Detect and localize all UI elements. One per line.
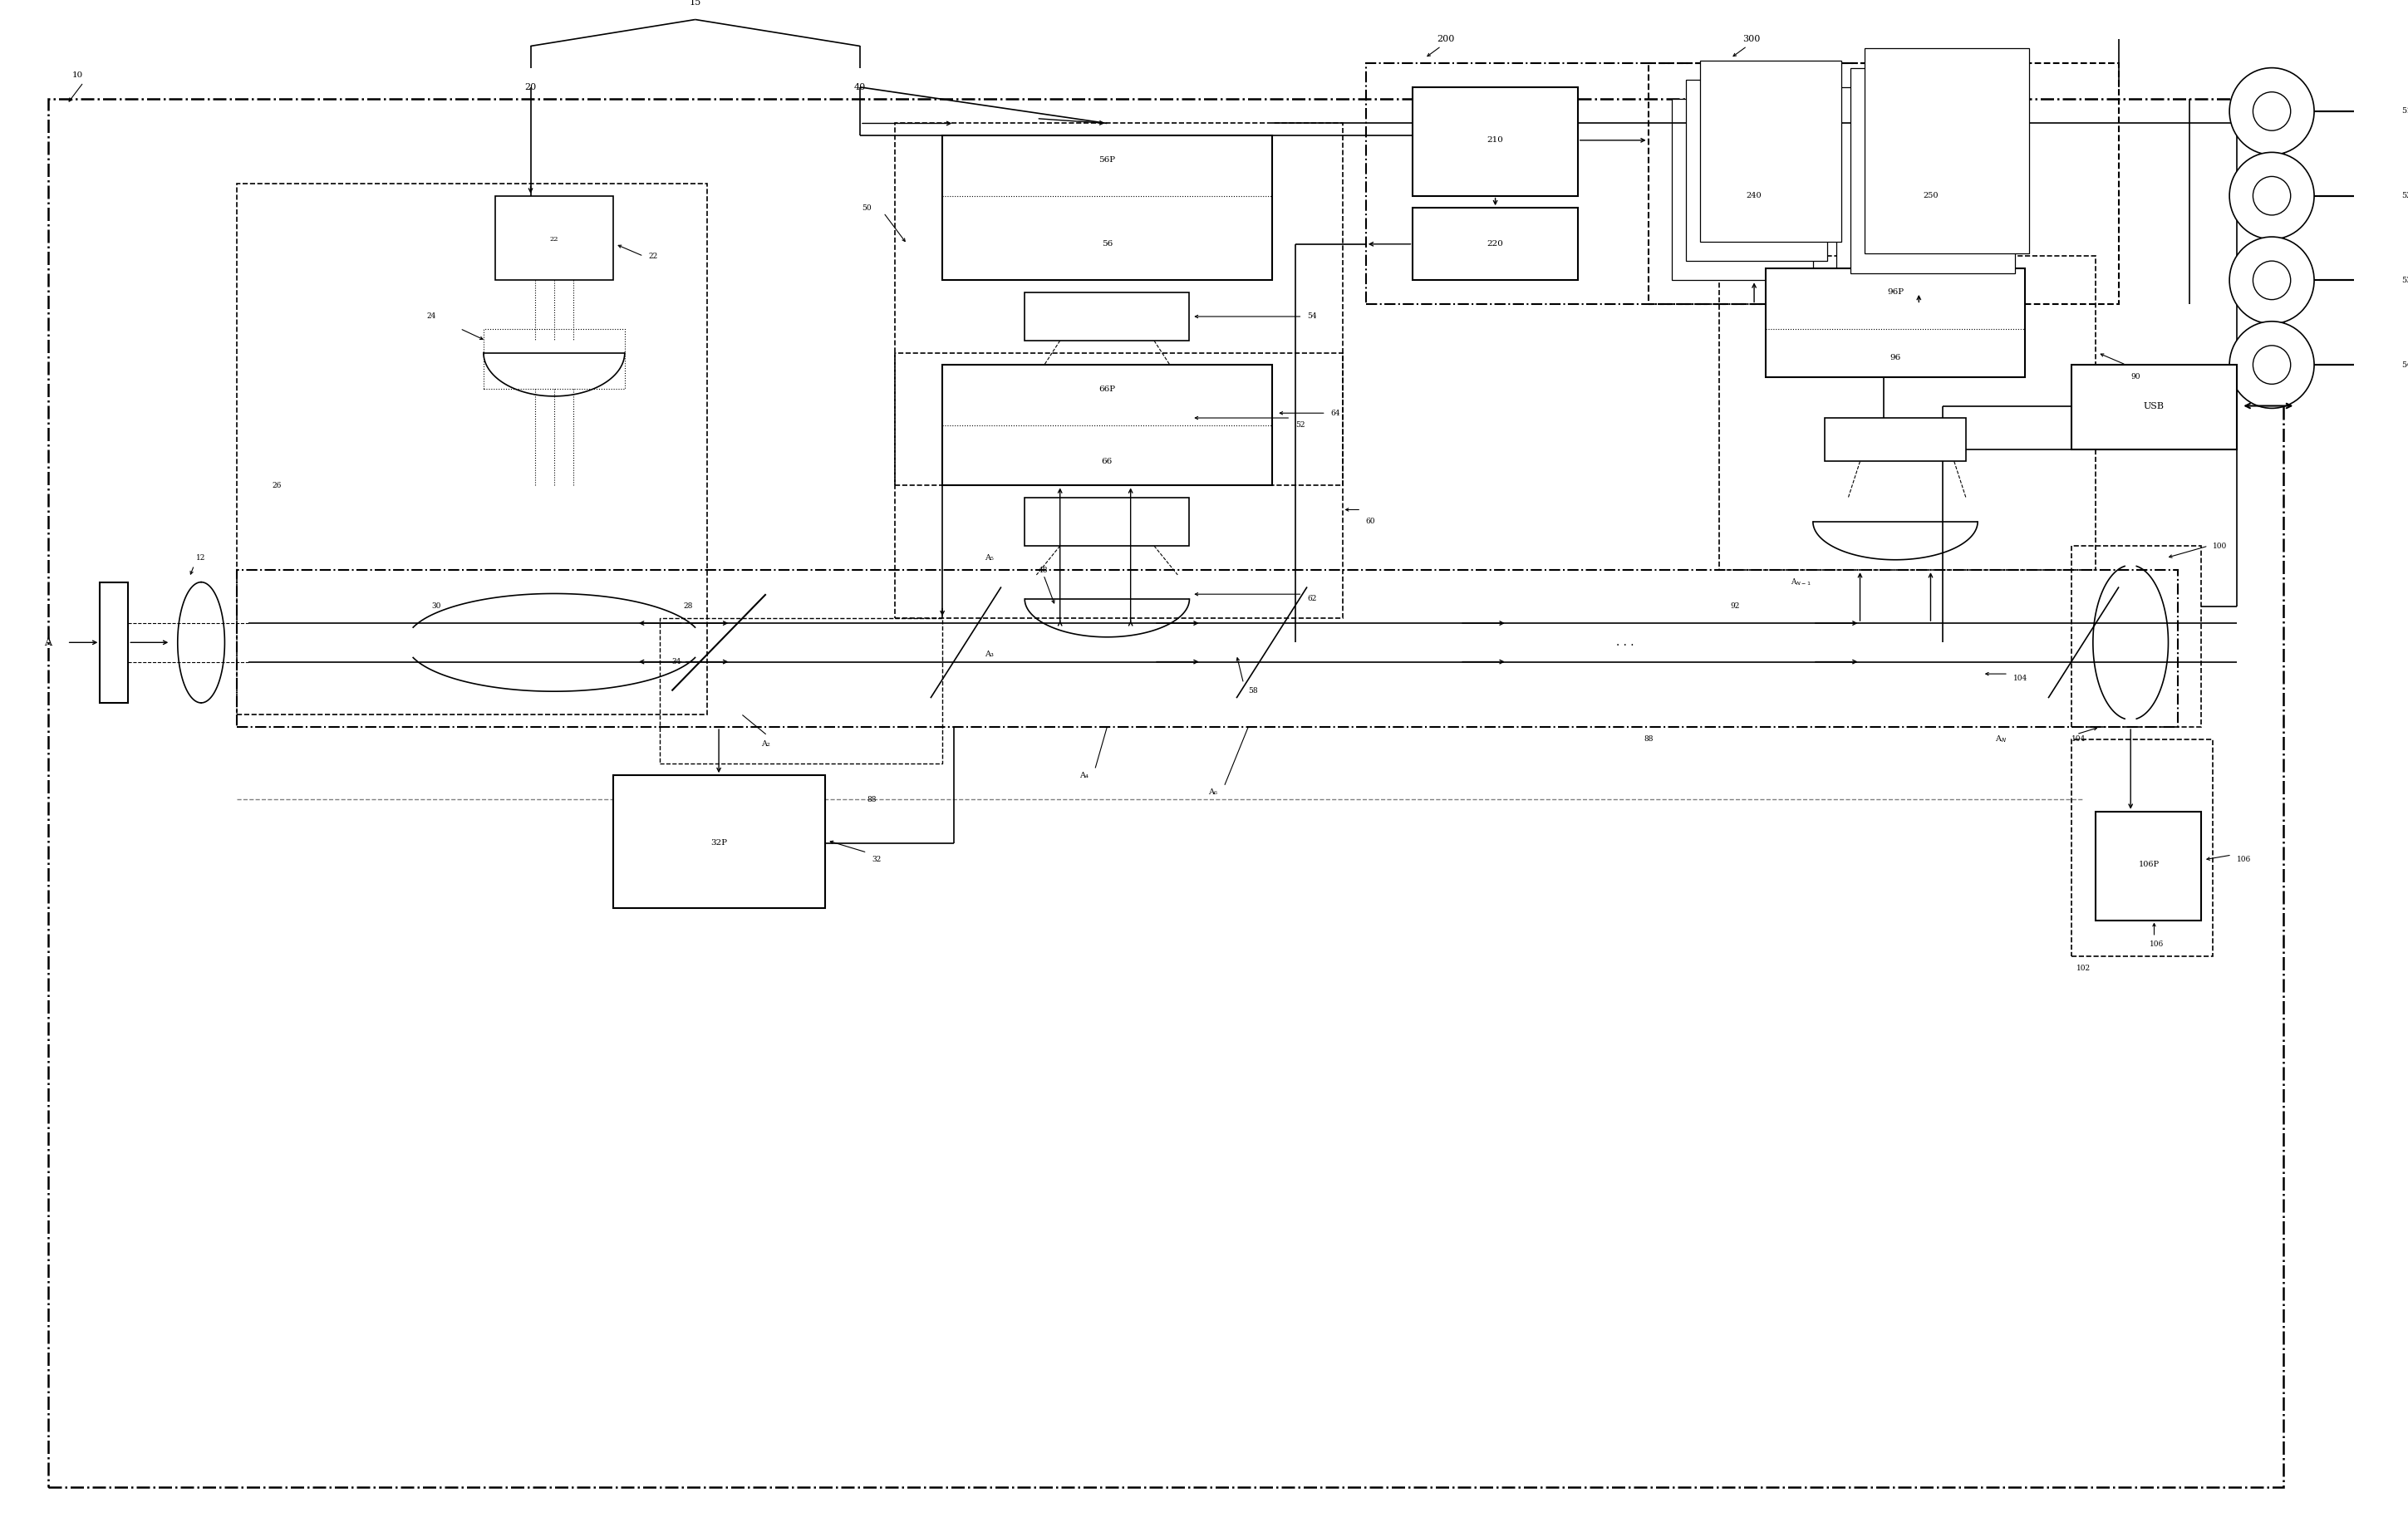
Text: 100: 100 xyxy=(2213,543,2227,550)
Text: 56: 56 xyxy=(1100,240,1112,247)
Bar xyxy=(1837,88,2001,292)
Circle shape xyxy=(2254,261,2290,300)
Text: 92: 92 xyxy=(1731,603,1741,610)
Text: 520: 520 xyxy=(2401,192,2408,200)
Text: 48: 48 xyxy=(1038,566,1047,573)
Bar xyxy=(2095,812,2201,921)
Text: 88: 88 xyxy=(867,796,877,804)
Bar xyxy=(236,184,708,715)
Bar xyxy=(1765,269,2025,377)
Text: . . .: . . . xyxy=(1616,636,1633,649)
Text: A₆: A₆ xyxy=(1209,788,1218,796)
Bar xyxy=(1700,60,1842,241)
Text: 54: 54 xyxy=(1308,312,1317,320)
Bar xyxy=(101,583,128,702)
Bar xyxy=(1365,63,1883,304)
Text: A$_{N-1}$: A$_{N-1}$ xyxy=(1792,576,1811,587)
Bar xyxy=(1647,63,2119,304)
Text: 64: 64 xyxy=(1332,409,1341,417)
Text: 10: 10 xyxy=(72,71,82,78)
Text: 510: 510 xyxy=(2401,108,2408,115)
Text: 250: 250 xyxy=(1924,192,1938,200)
Bar xyxy=(942,364,1271,486)
Text: USB: USB xyxy=(2143,401,2165,410)
Bar xyxy=(660,618,942,764)
Text: 12: 12 xyxy=(197,555,207,561)
Bar xyxy=(496,195,614,280)
Text: 210: 210 xyxy=(1488,137,1503,144)
Text: 40: 40 xyxy=(855,83,867,91)
Text: 58: 58 xyxy=(1247,687,1257,695)
Text: 104: 104 xyxy=(2013,675,2028,682)
Bar xyxy=(1413,207,1577,280)
Text: 90: 90 xyxy=(2131,373,2141,381)
Bar xyxy=(942,135,1271,280)
Text: 96: 96 xyxy=(1890,354,1900,361)
Text: A: A xyxy=(43,636,53,649)
Text: 62: 62 xyxy=(1308,595,1317,603)
Text: 220: 220 xyxy=(1488,240,1503,247)
Text: 66: 66 xyxy=(1100,458,1112,466)
Text: A₄: A₄ xyxy=(1079,772,1088,779)
Text: 88: 88 xyxy=(1645,735,1652,742)
Text: 34: 34 xyxy=(672,658,681,666)
Text: 50: 50 xyxy=(862,204,872,212)
Text: 22: 22 xyxy=(549,235,559,243)
Text: 540: 540 xyxy=(2401,361,2408,369)
Circle shape xyxy=(2230,152,2314,240)
Text: 22: 22 xyxy=(648,252,657,260)
Circle shape xyxy=(2230,68,2314,155)
Bar xyxy=(1026,498,1190,546)
Text: 52: 52 xyxy=(1296,421,1305,429)
Text: 106: 106 xyxy=(2237,856,2251,864)
Text: A₅: A₅ xyxy=(985,555,995,561)
Bar xyxy=(1864,49,2030,254)
Text: 20: 20 xyxy=(525,83,537,91)
Bar xyxy=(1671,100,1813,280)
Bar xyxy=(896,123,1341,486)
Bar xyxy=(1719,257,2095,570)
Bar xyxy=(1825,418,1965,461)
Bar xyxy=(1852,68,2015,274)
Bar xyxy=(2071,739,2213,956)
Text: A₃: A₃ xyxy=(985,650,995,658)
Text: 300: 300 xyxy=(1743,35,1760,43)
Bar xyxy=(484,329,624,389)
Text: 56P: 56P xyxy=(1098,155,1115,163)
Text: 32: 32 xyxy=(872,856,881,864)
Text: 26: 26 xyxy=(272,481,282,489)
Bar xyxy=(2071,546,2201,727)
Text: 66P: 66P xyxy=(1098,386,1115,392)
Circle shape xyxy=(2254,92,2290,131)
Text: 30: 30 xyxy=(431,603,441,610)
Bar xyxy=(614,775,824,908)
Text: 530: 530 xyxy=(2401,277,2408,284)
Text: A₂: A₂ xyxy=(761,741,771,747)
Circle shape xyxy=(2230,237,2314,324)
Text: 96P: 96P xyxy=(1888,289,1905,297)
Text: 106: 106 xyxy=(2150,941,2165,948)
Bar xyxy=(236,570,2177,727)
Circle shape xyxy=(2254,346,2290,384)
Circle shape xyxy=(2230,321,2314,409)
Bar xyxy=(1026,292,1190,341)
Bar xyxy=(1413,88,1577,195)
Text: 102: 102 xyxy=(2076,965,2090,973)
Text: 104: 104 xyxy=(2071,735,2085,742)
Circle shape xyxy=(2254,177,2290,215)
Bar xyxy=(896,352,1341,618)
Bar xyxy=(2071,364,2237,449)
Text: 240: 240 xyxy=(1746,192,1763,200)
Text: 15: 15 xyxy=(689,0,701,6)
Text: 32P: 32P xyxy=(710,839,727,847)
Text: A$_N$: A$_N$ xyxy=(1996,733,2006,744)
Text: 60: 60 xyxy=(1365,518,1375,526)
Text: 106P: 106P xyxy=(2138,861,2160,868)
Text: 28: 28 xyxy=(684,603,694,610)
Text: 24: 24 xyxy=(426,312,436,320)
Text: 200: 200 xyxy=(1438,35,1454,43)
Bar xyxy=(1686,80,1828,261)
